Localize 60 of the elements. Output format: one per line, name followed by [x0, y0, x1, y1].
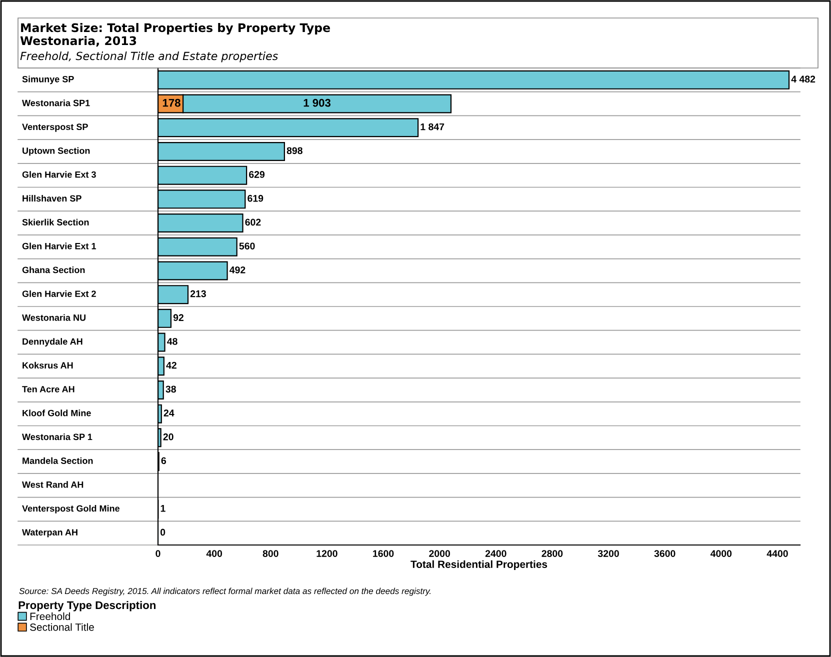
data-label: 602	[245, 218, 261, 226]
data-label: 178	[162, 98, 180, 107]
x-tick-label: 2800	[542, 550, 563, 557]
y-tick-label: Ten Acre AH	[22, 386, 74, 392]
data-label: 619	[248, 194, 264, 202]
data-label: 92	[173, 314, 184, 322]
data-label: 20	[163, 433, 174, 440]
y-tick-label: Glen Harvie Ext 3	[22, 171, 96, 178]
y-tick-label: Mandela Section	[22, 457, 93, 464]
y-tick-label: Skierlik Section	[22, 218, 89, 226]
y-tick-label: Kloof Gold Mine	[22, 410, 91, 416]
y-tick-label: West Rand AH	[22, 481, 84, 488]
y-tick-label: Westonaria NU	[22, 314, 86, 321]
x-tick-label: 400	[206, 550, 222, 557]
legend-title: Property Type Description	[18, 600, 156, 612]
y-tick-label: Westonaria SP 1	[22, 433, 92, 440]
y-tick-label: Venterspost SP	[22, 124, 88, 132]
data-label: 48	[167, 338, 178, 345]
data-label: 42	[166, 362, 176, 369]
data-label: 4 482	[791, 76, 816, 83]
y-tick-label: Koksrus AH	[22, 362, 73, 369]
y-tick-label: Glen Harvie Ext 2	[22, 290, 96, 297]
x-tick-label: 1200	[316, 550, 338, 557]
data-label: 629	[249, 171, 265, 178]
y-tick-label: Hillshaven SP	[22, 194, 82, 202]
data-label: 1 847	[420, 123, 444, 130]
data-label: 492	[230, 266, 246, 274]
y-tick-label: Ghana Section	[22, 266, 85, 274]
source-note: Source: SA Deeds Registry, 2015. All indicators reflect formal market data as reflected on the deeds registry.	[19, 588, 431, 596]
data-label: 213	[190, 290, 206, 298]
x-tick-label: 800	[262, 550, 278, 557]
legend-label: Freehold	[30, 612, 70, 620]
data-label: 0	[160, 528, 166, 536]
y-tick-label: Glen Harvie Ext 1	[22, 242, 96, 250]
y-tick-label: Simunye SP	[22, 76, 74, 84]
y-tick-label: Dennydale AH	[22, 338, 82, 346]
x-tick-label: 2400	[485, 550, 506, 557]
y-tick-label: Waterpan AH	[22, 529, 78, 538]
data-label: 24	[164, 410, 174, 416]
data-label: 898	[286, 147, 302, 154]
chart-subtitle: Westonaria, 2013	[20, 36, 136, 47]
data-label: 6	[161, 457, 166, 464]
y-tick-label: Westonaria SP1	[22, 100, 90, 106]
x-tick-label: 3600	[654, 550, 676, 558]
x-tick-label: 4400	[766, 550, 788, 557]
data-label: 560	[239, 242, 255, 250]
x-tick-label: 3200	[598, 550, 619, 558]
y-tick-label: Venterspost Gold Mine	[22, 505, 120, 514]
x-tick-label: 0	[156, 550, 160, 557]
data-label: 38	[166, 386, 176, 393]
x-tick-label: 1600	[373, 550, 394, 557]
legend-label: Sectional Title	[30, 623, 94, 631]
text: Freehold, Sectional Title and Estate properties	[20, 52, 278, 62]
x-tick-label: 2000	[429, 550, 450, 557]
data-label: 1	[160, 505, 166, 512]
x-tick-label: 4000	[710, 550, 732, 557]
x-axis-title: Total Residential Properties	[410, 560, 548, 570]
y-tick-label: Uptown Section	[22, 147, 90, 156]
chart-title: Market Size: Total Properties by Property Type	[21, 23, 330, 35]
data-label: 1 903	[304, 98, 331, 107]
